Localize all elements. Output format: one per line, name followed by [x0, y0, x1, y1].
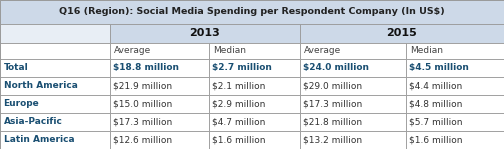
Bar: [0, 113, 110, 131]
Bar: [0, 43, 110, 59]
Bar: [300, 77, 406, 95]
Bar: [110, 43, 209, 59]
Bar: [0, 24, 110, 43]
Text: $13.2 million: $13.2 million: [303, 135, 362, 144]
Bar: [300, 59, 406, 77]
Text: Q16 (Region): Social Media Spending per Respondent Company (In US$): Q16 (Region): Social Media Spending per …: [59, 7, 445, 16]
Text: Average: Average: [114, 46, 151, 55]
Text: $12.6 million: $12.6 million: [113, 135, 172, 144]
Text: $5.7 million: $5.7 million: [409, 117, 463, 126]
Bar: [110, 24, 300, 43]
Text: $18.8 million: $18.8 million: [113, 63, 179, 72]
Text: $1.6 million: $1.6 million: [212, 135, 266, 144]
Text: 2013: 2013: [190, 28, 220, 38]
Text: $21.8 million: $21.8 million: [303, 117, 362, 126]
Text: $1.6 million: $1.6 million: [409, 135, 463, 144]
Text: $4.8 million: $4.8 million: [409, 99, 463, 108]
Text: $29.0 million: $29.0 million: [303, 81, 362, 90]
Bar: [0, 95, 110, 113]
Bar: [110, 131, 209, 149]
Bar: [0, 59, 110, 77]
Bar: [300, 113, 406, 131]
Bar: [110, 113, 209, 131]
Text: $24.0 million: $24.0 million: [303, 63, 369, 72]
Text: Asia-Pacific: Asia-Pacific: [4, 117, 62, 126]
Bar: [209, 43, 300, 59]
Bar: [0, 0, 504, 24]
Bar: [0, 131, 110, 149]
Bar: [300, 43, 406, 59]
Text: $4.7 million: $4.7 million: [212, 117, 266, 126]
Text: $17.3 million: $17.3 million: [113, 117, 173, 126]
Bar: [406, 43, 504, 59]
Bar: [300, 95, 406, 113]
Text: $17.3 million: $17.3 million: [303, 99, 363, 108]
Bar: [209, 95, 300, 113]
Bar: [0, 77, 110, 95]
Text: North America: North America: [4, 81, 78, 90]
Bar: [406, 113, 504, 131]
Text: 2015: 2015: [387, 28, 417, 38]
Bar: [406, 59, 504, 77]
Text: $21.9 million: $21.9 million: [113, 81, 172, 90]
Bar: [110, 77, 209, 95]
Text: Median: Median: [410, 46, 443, 55]
Text: Median: Median: [213, 46, 245, 55]
Bar: [209, 131, 300, 149]
Text: $2.1 million: $2.1 million: [212, 81, 266, 90]
Text: Average: Average: [304, 46, 341, 55]
Bar: [300, 24, 504, 43]
Text: $4.4 million: $4.4 million: [409, 81, 463, 90]
Bar: [406, 77, 504, 95]
Bar: [209, 113, 300, 131]
Bar: [110, 95, 209, 113]
Text: $4.5 million: $4.5 million: [409, 63, 469, 72]
Bar: [406, 95, 504, 113]
Text: Latin America: Latin America: [4, 135, 74, 144]
Bar: [110, 59, 209, 77]
Bar: [209, 59, 300, 77]
Bar: [300, 131, 406, 149]
Bar: [209, 77, 300, 95]
Text: Europe: Europe: [4, 99, 39, 108]
Bar: [406, 131, 504, 149]
Text: $2.9 million: $2.9 million: [212, 99, 266, 108]
Text: $2.7 million: $2.7 million: [212, 63, 272, 72]
Text: $15.0 million: $15.0 million: [113, 99, 173, 108]
Text: Total: Total: [4, 63, 28, 72]
